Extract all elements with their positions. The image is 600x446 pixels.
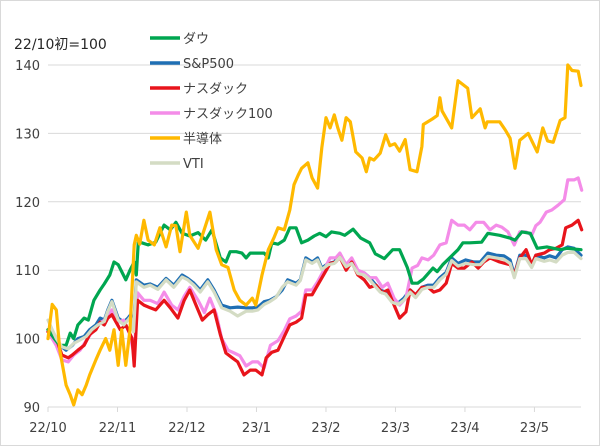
legend-label: VTI — [183, 157, 204, 172]
series-line-2 — [46, 218, 584, 377]
series-line-4 — [46, 63, 583, 407]
y-tick-label: 110 — [15, 264, 40, 279]
legend-label: 半導体 — [183, 132, 222, 147]
x-tick-label: 22/12 — [168, 421, 205, 436]
series-lines — [46, 63, 584, 407]
x-tick-label: 23/4 — [450, 421, 479, 436]
y-tick-label: 140 — [15, 59, 40, 74]
series-line-0 — [46, 220, 583, 347]
x-tick-label: 22/11 — [99, 421, 136, 436]
x-tick-label: 23/3 — [381, 421, 410, 436]
x-tick-label: 23/1 — [242, 421, 271, 436]
legend-item: 半導体 — [150, 132, 222, 147]
x-tick-label: 22/10 — [29, 421, 66, 436]
legend-label: ダウ — [183, 32, 209, 47]
y-tick-label: 130 — [15, 127, 40, 142]
y-tick-label: 90 — [23, 401, 40, 416]
x-axis: 22/10 22/11 22/12 23/1 23/2 23/3 23/4 23/5 — [29, 407, 549, 436]
legend-item: ナスダック — [150, 82, 248, 97]
base-annotation: 22/10初=100 — [14, 36, 107, 53]
legend-item: VTI — [150, 157, 204, 172]
y-tick-label: 100 — [15, 333, 40, 348]
x-tick-label: 23/2 — [311, 421, 340, 436]
series-line-5 — [46, 250, 583, 351]
x-tick-label: 23/5 — [520, 421, 549, 436]
legend-item: S&P500 — [150, 57, 234, 72]
legend-label: ナスダック — [183, 82, 248, 97]
legend-label: ナスダック100 — [183, 107, 273, 122]
y-axis-ticks: 90 100 110 120 130 140 — [15, 59, 40, 416]
legend-label: S&P500 — [183, 57, 234, 72]
y-tick-label: 120 — [15, 196, 40, 211]
legend-item: ナスダック100 — [150, 107, 273, 122]
legend-item: ダウ — [150, 32, 209, 47]
